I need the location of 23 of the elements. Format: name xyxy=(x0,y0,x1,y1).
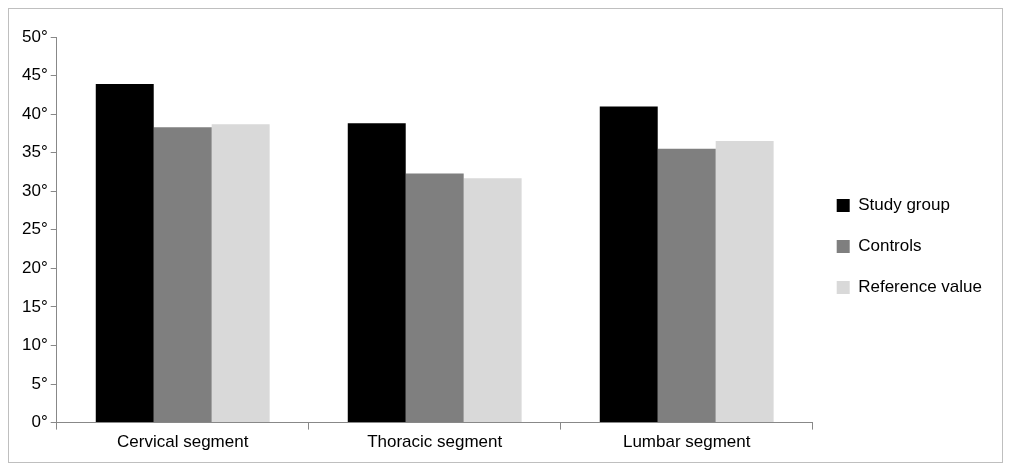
y-tick-label: 50° xyxy=(21,26,48,46)
x-tick-label: Thoracic segment xyxy=(367,432,503,452)
y-tick-label: 10° xyxy=(21,335,48,355)
x-tick-label: Cervical segment xyxy=(117,432,249,452)
bar xyxy=(211,124,270,423)
y-tick-label: 5° xyxy=(31,373,48,393)
y-tick-label: 35° xyxy=(21,142,48,162)
y-tick-label: 15° xyxy=(21,296,48,316)
y-tick-label: 40° xyxy=(21,103,48,123)
bar xyxy=(599,106,658,423)
x-tick-label: Lumbar segment xyxy=(622,432,751,452)
y-tick-label: 25° xyxy=(21,219,48,239)
legend-label: Study group xyxy=(858,195,950,215)
bar xyxy=(715,141,774,423)
bar xyxy=(347,123,406,423)
legend-label: Controls xyxy=(858,236,922,256)
bar xyxy=(95,84,154,423)
y-tick-label: 0° xyxy=(31,412,48,432)
legend-label: Reference value xyxy=(858,277,983,297)
y-tick-label: 20° xyxy=(21,258,48,278)
bar xyxy=(463,178,522,423)
y-tick-label: 30° xyxy=(21,180,48,200)
y-tick-label: 45° xyxy=(21,65,48,85)
